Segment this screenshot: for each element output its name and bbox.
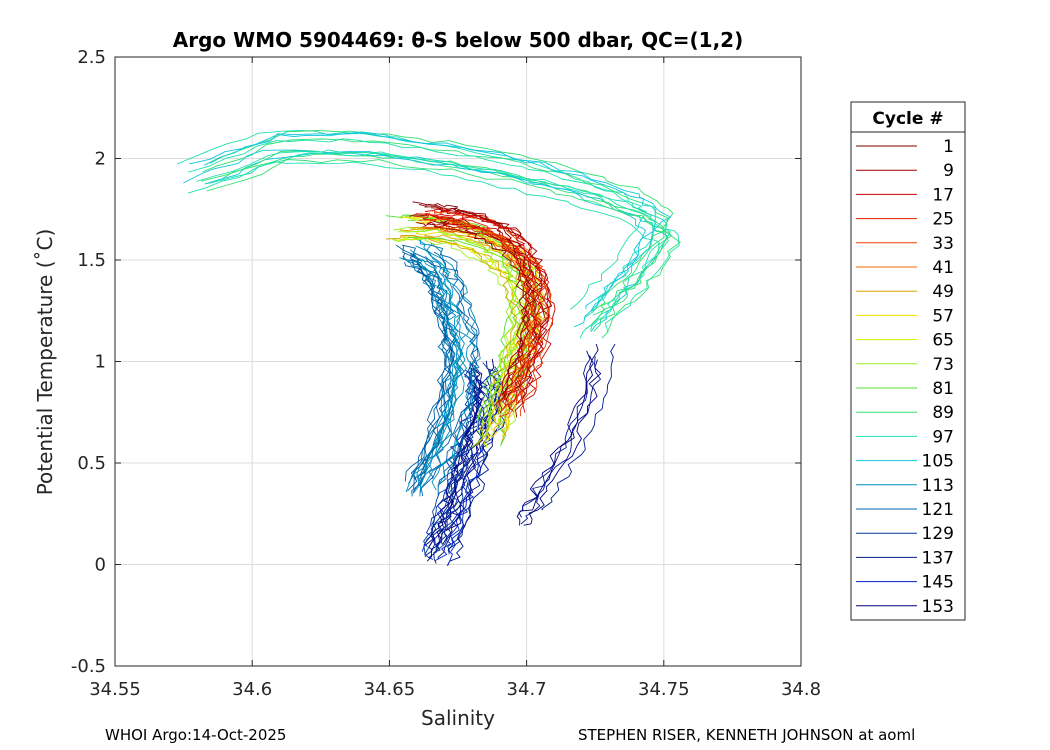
series-line — [436, 225, 554, 417]
legend-label: 25 — [932, 210, 954, 230]
legend-label: 137 — [922, 548, 954, 568]
series-line — [415, 238, 465, 476]
x-tick-label: 34.65 — [364, 679, 416, 700]
series-line — [520, 356, 601, 525]
series-line — [424, 255, 478, 491]
y-tick-label: 2 — [95, 149, 106, 170]
legend-label: 57 — [932, 306, 954, 326]
series-line — [399, 237, 525, 449]
x-tick-label: 34.6 — [232, 679, 272, 700]
legend-label: 97 — [932, 427, 954, 447]
series-line — [435, 368, 483, 553]
y-tick-label: -0.5 — [71, 656, 106, 677]
legend-label: 145 — [922, 573, 954, 593]
x-tick-label: 34.8 — [781, 679, 821, 700]
chart-title: Argo WMO 5904469: θ-S below 500 dbar, QC… — [173, 28, 743, 52]
legend-label: 49 — [932, 282, 954, 302]
legend-title: Cycle # — [872, 109, 943, 129]
series-line — [450, 366, 500, 553]
legend-label: 33 — [932, 234, 954, 254]
series-line — [202, 138, 669, 316]
series-line — [392, 237, 514, 449]
series-line — [541, 343, 616, 511]
legend-label: 89 — [932, 403, 954, 423]
series-line — [187, 161, 660, 339]
legend-label: 81 — [932, 379, 954, 399]
series-line — [206, 159, 681, 339]
series-line — [433, 251, 479, 486]
series-line — [412, 201, 536, 396]
series-line — [176, 130, 647, 310]
y-tick-label: 2.5 — [77, 47, 106, 68]
footer-right: STEPHEN RISER, KENNETH JOHNSON at aoml — [578, 726, 916, 744]
series-line — [425, 259, 480, 496]
series-line — [430, 242, 480, 480]
series-line — [415, 213, 537, 405]
legend-label: 1 — [943, 137, 954, 157]
legend-label: 17 — [932, 185, 954, 205]
footer-left: WHOI Argo:14-Oct-2025 — [105, 726, 287, 744]
legend-items: 1 9 17 25 33 41 49 57 65 73 81 89 97 105 113 121 129 137 1… — [856, 137, 954, 617]
series-line — [426, 221, 543, 412]
legend-label: 65 — [932, 331, 954, 351]
x-tick-label: 34.55 — [89, 679, 141, 700]
y-tick-label: 1.5 — [77, 250, 106, 271]
legend-label: 121 — [922, 500, 954, 520]
series-line — [397, 228, 524, 438]
series-line — [411, 258, 465, 497]
y-tick-label: 0 — [95, 555, 106, 576]
series-line — [430, 207, 553, 399]
series-line — [411, 260, 464, 497]
legend: Cycle # 1 9 17 25 33 41 49 57 65 73 81 89 97 105 113 12… — [850, 101, 966, 621]
series-line — [393, 236, 520, 445]
legend-label: 129 — [922, 524, 954, 544]
series-line — [209, 130, 674, 312]
series-line — [402, 245, 448, 484]
series-line — [204, 131, 671, 312]
series-line — [208, 152, 680, 333]
y-tick-label: 0.5 — [77, 453, 106, 474]
legend-label: 9 — [943, 161, 954, 181]
data-series — [176, 130, 681, 566]
series-line — [523, 359, 602, 526]
axis-ticks: 34.55 34.6 34.65 34.7 34.75 34.8 -0.5 0 0.5 1 1.5 2… — [71, 47, 821, 700]
series-line — [201, 150, 669, 331]
series-line — [404, 262, 454, 497]
series-line — [435, 213, 551, 405]
series-line — [516, 355, 594, 526]
x-tick-label: 34.7 — [507, 679, 547, 700]
x-tick-label: 34.75 — [638, 679, 690, 700]
x-axis-label: Salinity — [421, 706, 495, 730]
legend-label: 113 — [922, 476, 954, 496]
series-line — [439, 220, 556, 413]
series-line — [188, 138, 656, 319]
series-line — [409, 213, 531, 407]
legend-label: 153 — [922, 597, 954, 617]
series-line — [189, 132, 656, 310]
y-tick-label: 1 — [95, 352, 106, 373]
legend-label: 73 — [932, 355, 954, 375]
series-line — [196, 149, 671, 330]
legend-label: 41 — [932, 258, 954, 278]
y-axis-label: Potential Temperature (˚C) — [33, 229, 57, 496]
legend-label: 105 — [922, 452, 954, 472]
series-line — [415, 245, 467, 482]
series-line — [423, 218, 542, 410]
